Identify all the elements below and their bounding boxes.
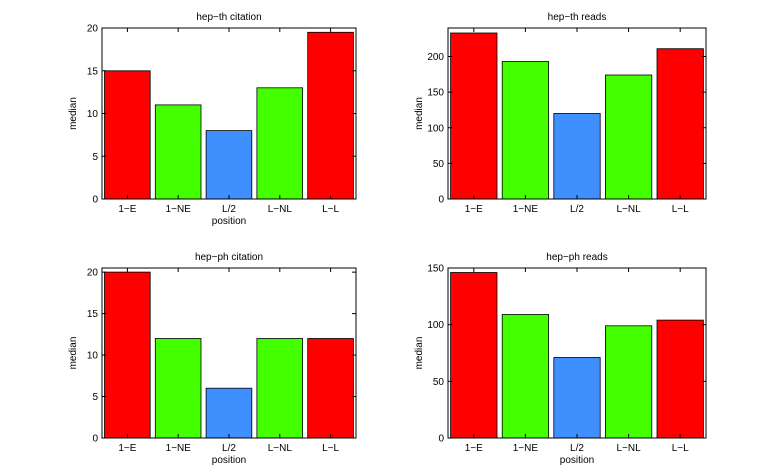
x-tick-label-2-0: 1−E: [465, 204, 483, 215]
chart-title-3: hep−ph citation: [195, 252, 263, 263]
x-tick-label-4-1: 1−NE: [513, 443, 539, 454]
bar-1-4: [256, 87, 303, 200]
chart-panel-2: 0 50 100 150 200 1−E 1−NE L/2 L−NL L−L hep−th read…: [414, 12, 707, 215]
y-axis-label-4: median: [414, 337, 425, 370]
y-tick-label-1-3: 15: [87, 66, 99, 77]
x-tick-label-2-3: L−NL: [617, 204, 642, 215]
x-axis-label-3: position: [212, 455, 246, 466]
y-tick-label-2-3: 150: [427, 88, 444, 99]
bar-3-5: [307, 338, 354, 439]
x-tick-label-4-0: 1−E: [465, 443, 483, 454]
x-tick-label-3-2: L/2: [222, 443, 236, 454]
bar-4-4: [605, 325, 653, 439]
x-tick-label-1-4: L−L: [322, 204, 339, 215]
bar-3-1: [104, 271, 151, 439]
x-tick-label-1-2: L/2: [222, 204, 236, 215]
x-tick-label-4-2: L/2: [570, 443, 584, 454]
y-tick-label-3-2: 10: [87, 351, 99, 362]
y-tick-label-1-1: 5: [92, 152, 98, 163]
y-tick-label-4-1: 50: [433, 377, 445, 388]
x-tick-label-3-3: L−NL: [268, 443, 293, 454]
bar-1-5: [307, 31, 354, 200]
chart-panel-1: 0 5 10 15 20 1−E 1−NE L/2 L−NL L−L hep−th citation…: [68, 12, 357, 227]
x-tick-label-1-3: L−NL: [268, 204, 293, 215]
chart-panel-3: 0 5 10 15 20 1−E 1−NE L/2 L−NL L−L hep−ph citation…: [68, 252, 357, 466]
y-tick-label-2-4: 200: [427, 52, 444, 63]
bar-3-4: [256, 338, 303, 439]
y-tick-label-3-4: 20: [87, 268, 99, 279]
y-tick-label-2-1: 50: [433, 159, 445, 170]
chart-title-1: hep−th citation: [196, 12, 261, 23]
y-axis-label-3: median: [68, 337, 79, 370]
bar-1-2: [154, 104, 202, 200]
x-tick-label-3-1: 1−NE: [166, 443, 192, 454]
x-tick-label-3-4: L−L: [322, 443, 339, 454]
chart-title-2: hep−th reads: [548, 12, 607, 23]
x-axis-label-1: position: [212, 216, 246, 227]
bar-3-3: [205, 387, 253, 439]
bar-1-3: [205, 130, 253, 200]
y-tick-label-3-0: 0: [92, 434, 98, 445]
chart-title-4: hep−ph reads: [546, 252, 607, 263]
y-tick-label-2-0: 0: [438, 195, 444, 206]
bar-4-5: [656, 319, 704, 439]
bar-3-2: [154, 338, 202, 439]
y-tick-label-1-4: 20: [87, 24, 99, 35]
y-tick-label-3-3: 15: [87, 309, 99, 320]
y-tick-label-1-2: 10: [87, 109, 99, 120]
bar-1-1: [104, 70, 151, 200]
x-tick-label-2-4: L−L: [672, 204, 689, 215]
x-tick-label-4-4: L−L: [672, 443, 689, 454]
x-axis-label-4: position: [560, 455, 594, 466]
x-tick-label-1-0: 1−E: [118, 204, 136, 215]
bar-4-1: [450, 272, 498, 439]
y-axis-label-1: median: [68, 97, 79, 130]
bar-2-1: [450, 32, 498, 200]
y-tick-label-4-2: 100: [427, 320, 444, 331]
y-tick-label-4-3: 150: [427, 264, 444, 275]
y-tick-label-3-1: 5: [92, 392, 98, 403]
x-tick-label-4-3: L−NL: [617, 443, 642, 454]
y-tick-label-1-0: 0: [92, 195, 98, 206]
chart-panel-4: 0 50 100 150 1−E 1−NE L/2 L−NL L−L hep−ph reads po…: [414, 252, 707, 466]
bar-4-2: [501, 314, 550, 439]
x-tick-label-2-1: 1−NE: [513, 204, 539, 215]
bar-2-3: [553, 113, 601, 200]
y-axis-label-2: median: [414, 97, 425, 130]
x-tick-label-3-0: 1−E: [118, 443, 136, 454]
bar-2-2: [501, 61, 550, 200]
x-tick-label-1-1: 1−NE: [166, 204, 192, 215]
bar-2-4: [605, 74, 653, 200]
bar-4-3: [553, 357, 601, 439]
y-tick-label-2-2: 100: [427, 123, 444, 134]
bar-2-5: [656, 48, 704, 200]
x-tick-label-2-2: L/2: [570, 204, 584, 215]
y-tick-label-4-0: 0: [438, 434, 444, 445]
